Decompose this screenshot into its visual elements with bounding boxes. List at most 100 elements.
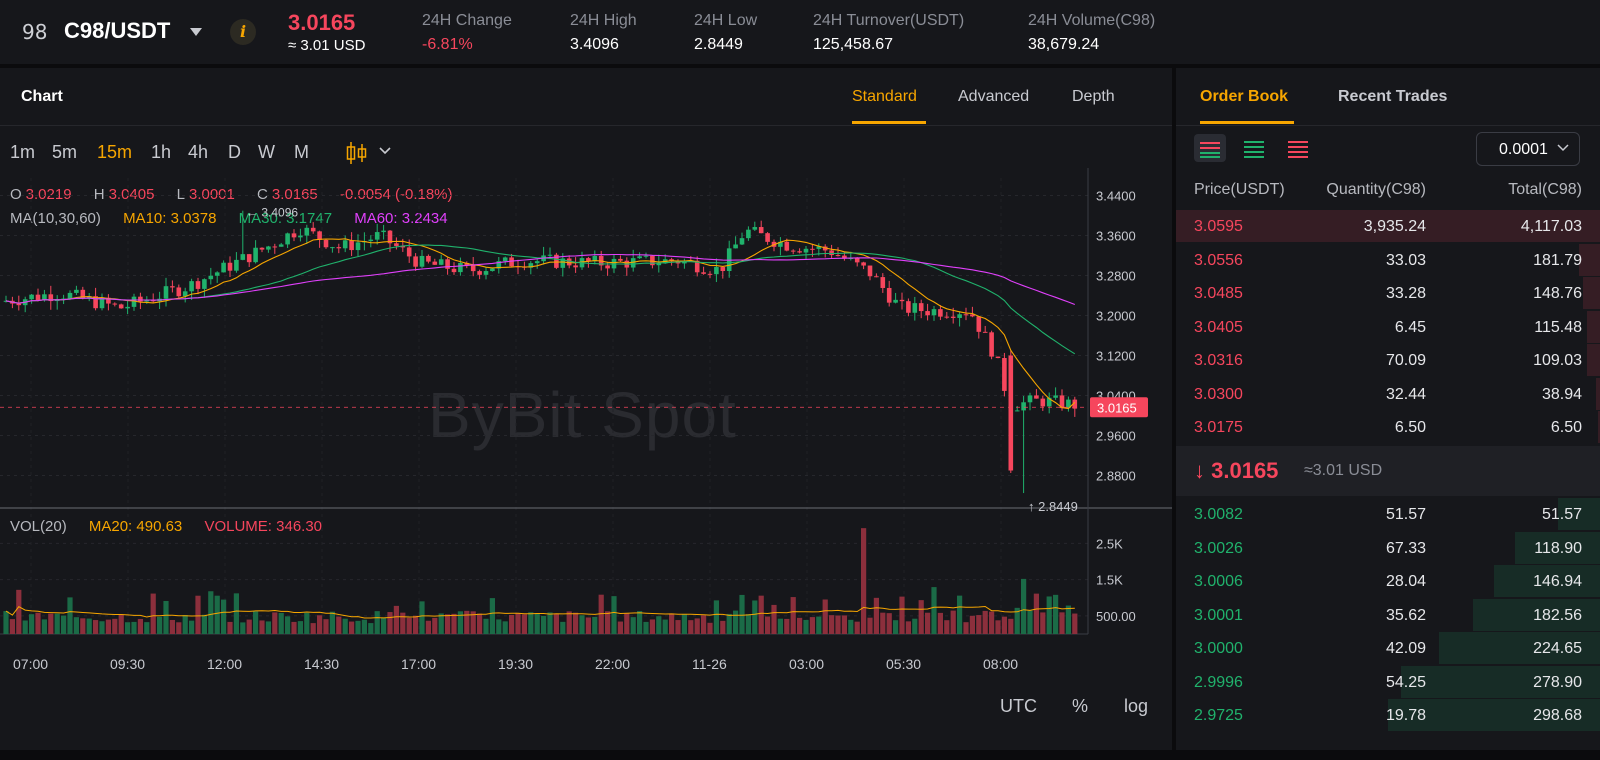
candle-body [195,281,201,289]
stat-value: -6.81% [422,36,473,53]
ask-row[interactable]: 3.0405 6.45 115.48 [1176,310,1600,343]
info-icon[interactable]: i [230,19,256,45]
volume-bar [905,621,911,634]
ask-row[interactable]: 3.0556 33.03 181.79 [1176,243,1600,276]
order-price: 3.0082 [1194,506,1243,523]
bid-row[interactable]: 2.9725 19.78 298.68 [1176,699,1600,731]
volume-bar [822,599,828,634]
candle-body [451,268,457,273]
percent-toggle[interactable]: % [1072,696,1089,716]
order-total: 181.79 [1533,251,1582,269]
bid-row[interactable]: 3.0001 35.62 182.56 [1176,598,1600,631]
order-price: 3.0006 [1194,573,1243,590]
ask-row[interactable]: 3.0175 6.50 6.50 [1176,411,1600,443]
ask-row[interactable]: 3.0595 3,935.24 4,117.03 [1176,210,1600,242]
volume-bar [125,622,131,634]
candlestick-icon[interactable] [346,140,368,166]
both-sides-view-icon[interactable] [1194,134,1226,162]
log-toggle[interactable]: log [1124,696,1149,716]
candle-body [758,227,764,234]
candle-body [426,255,431,262]
candle-body [374,232,380,240]
tab-standard[interactable]: Standard [852,88,917,105]
candle-body [438,259,444,265]
volume-bar [880,612,886,634]
price-tick-label: 2.8800 [1096,469,1136,484]
volume-bar [937,612,943,634]
candle-body [170,286,175,288]
ask-row[interactable]: 3.0300 32.44 38.94 [1176,377,1600,410]
order-price: 3.0175 [1194,419,1243,436]
bid-row[interactable]: 3.0000 42.09 224.65 [1176,632,1600,664]
interval-4h[interactable]: 4h [188,142,209,162]
volume-bar [957,595,963,634]
interval-1m[interactable]: 1m [10,142,36,162]
volume-bar [323,619,329,634]
candle-body [842,255,847,259]
candle-body [16,303,22,306]
volume-bar [534,612,540,634]
bid-row[interactable]: 2.9996 54.25 278.90 [1176,665,1600,698]
volume-bar [675,620,681,634]
candle-body [618,258,623,261]
coin-logo: 98 [22,20,48,44]
stat-label: 24H Low [694,12,758,29]
candle-body [976,316,982,332]
bid-row[interactable]: 3.0006 28.04 146.94 [1176,565,1600,597]
tab-recent-trades[interactable]: Recent Trades [1338,88,1448,105]
asks-only-view-icon[interactable] [1282,134,1314,162]
volume-ma20-line [5,605,1075,619]
interval-m[interactable]: M [294,142,309,162]
ask-row[interactable]: 3.0485 33.28 148.76 [1176,277,1600,309]
order-price: 3.0300 [1194,385,1243,403]
volume-bar [912,618,918,634]
volume-bar [841,615,847,634]
candle-body [272,246,278,248]
candle-body [874,276,879,278]
interval-1h[interactable]: 1h [151,142,172,162]
candle-body [733,244,738,249]
volume-bar [425,620,431,634]
time-tick-label: 07:00 [13,656,48,672]
candle-body [1008,355,1014,471]
tab-advanced[interactable]: Advanced [958,88,1030,105]
interval-w[interactable]: W [258,142,275,162]
candle-body [496,261,502,269]
order-total: 118.90 [1534,539,1582,557]
column-header-total: Total(C98) [1508,181,1582,198]
volume-bar [784,618,790,634]
volume-bar [528,612,534,634]
bids-only-view-icon[interactable] [1238,134,1270,162]
volume-bar [86,618,92,634]
precision-select[interactable]: 0.0001 [1476,132,1580,166]
volume-bar [451,613,457,634]
tab-order-book[interactable]: Order Book [1200,88,1289,105]
chevron-down-icon[interactable] [378,146,392,156]
volume-bar [797,617,803,634]
volume-bar [3,611,9,634]
candle-body [61,298,66,300]
candle-body [938,309,943,317]
interval-5m[interactable]: 5m [52,142,78,162]
ask-row[interactable]: 3.0316 70.09 109.03 [1176,344,1600,376]
bid-row[interactable]: 3.0026 67.33 118.90 [1176,531,1600,564]
bid-row[interactable]: 3.0082 51.57 51.57 [1176,498,1600,530]
high-marker: ← 3.4096 [246,206,298,220]
price-chart[interactable]: 3.44003.36003.28003.20003.12003.04002.96… [0,168,1172,678]
interval-15m[interactable]: 15m [97,142,133,162]
candle-body [784,241,790,251]
tab-depth[interactable]: Depth [1072,88,1115,105]
candle-body [861,262,866,266]
candle-body [714,267,719,275]
column-header-price: Price(USDT) [1194,181,1285,198]
interval-d[interactable]: D [228,142,241,162]
volume-bar [541,615,547,634]
volume-bar [477,613,483,634]
candle-body [803,248,809,253]
volume-bar [995,620,1001,634]
volume-bar [1027,610,1033,634]
order-quantity: 70.09 [1385,352,1426,369]
caret-down-icon[interactable] [190,28,202,36]
utc-toggle[interactable]: UTC [1000,696,1037,716]
trading-pair-selector[interactable]: C98/USDT [64,18,171,43]
